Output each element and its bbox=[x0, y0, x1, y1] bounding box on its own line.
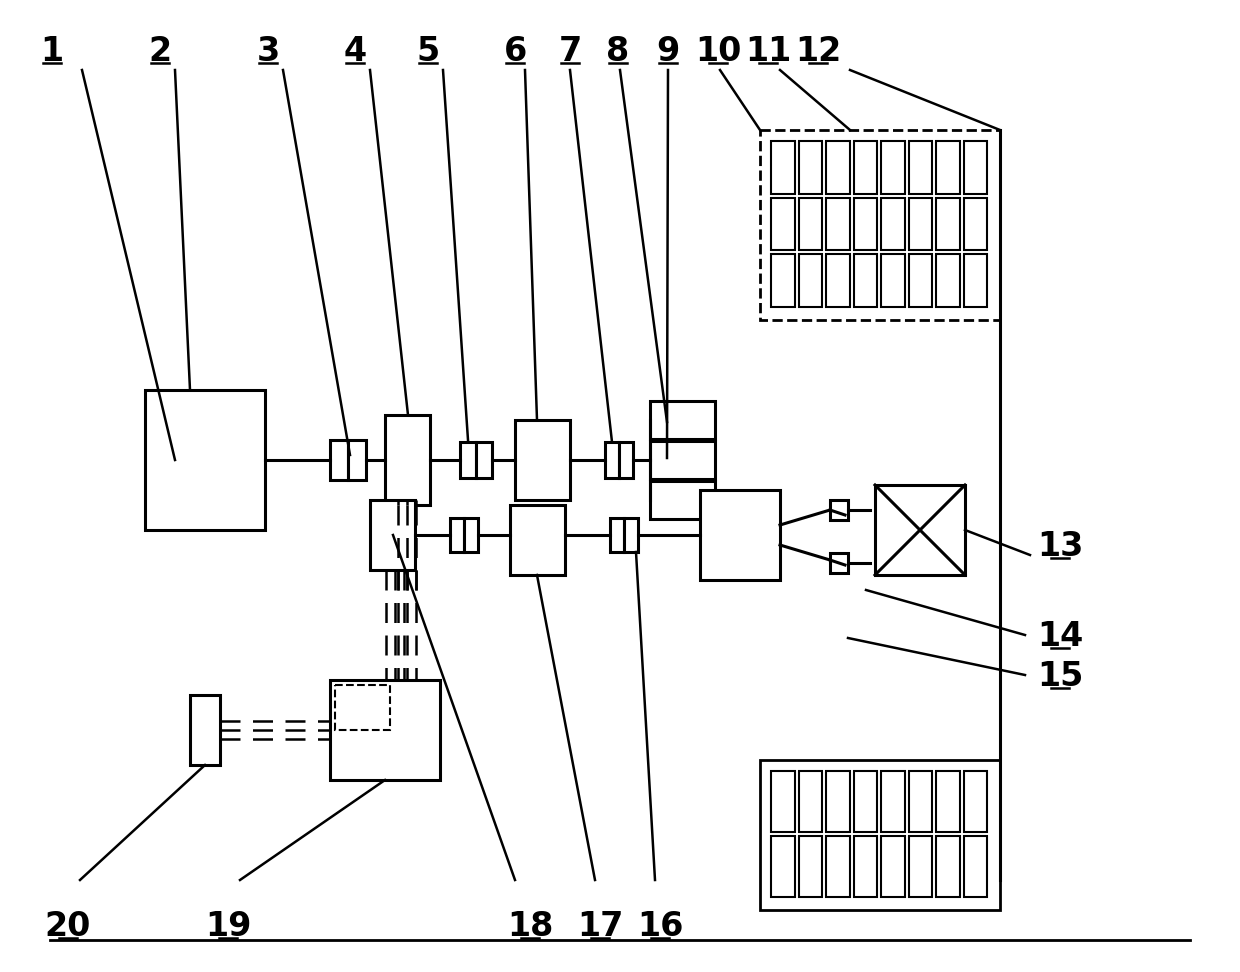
Bar bbox=[650, 401, 715, 439]
Bar bbox=[799, 141, 822, 193]
Text: 17: 17 bbox=[577, 910, 624, 943]
Bar bbox=[826, 255, 849, 307]
Bar bbox=[909, 836, 932, 897]
Text: 6: 6 bbox=[503, 35, 527, 68]
Bar bbox=[853, 255, 877, 307]
Bar bbox=[853, 836, 877, 897]
Text: 4: 4 bbox=[343, 35, 367, 68]
Bar bbox=[771, 771, 795, 832]
Bar bbox=[826, 771, 849, 832]
Bar bbox=[963, 836, 987, 897]
Text: 5: 5 bbox=[417, 35, 440, 68]
Text: 8: 8 bbox=[606, 35, 630, 68]
Bar bbox=[880, 836, 904, 897]
Bar bbox=[476, 442, 492, 478]
Bar bbox=[464, 518, 477, 552]
Bar bbox=[853, 197, 877, 251]
Bar bbox=[909, 771, 932, 832]
Bar bbox=[330, 680, 440, 780]
Bar bbox=[348, 440, 366, 480]
Bar bbox=[799, 255, 822, 307]
Bar bbox=[853, 141, 877, 193]
Bar bbox=[875, 485, 965, 575]
Bar bbox=[650, 441, 715, 479]
Bar bbox=[610, 518, 624, 552]
Text: 10: 10 bbox=[694, 35, 742, 68]
Bar bbox=[190, 695, 219, 765]
Bar bbox=[880, 771, 904, 832]
Text: 14: 14 bbox=[1037, 620, 1083, 653]
Bar bbox=[701, 490, 780, 580]
Bar bbox=[936, 836, 960, 897]
Text: 20: 20 bbox=[45, 910, 92, 943]
Text: 19: 19 bbox=[205, 910, 252, 943]
Bar bbox=[826, 141, 849, 193]
Bar bbox=[384, 415, 430, 505]
Bar bbox=[963, 197, 987, 251]
Bar bbox=[650, 481, 715, 519]
Bar bbox=[450, 518, 464, 552]
Text: 11: 11 bbox=[745, 35, 791, 68]
Text: 18: 18 bbox=[507, 910, 553, 943]
Bar bbox=[799, 771, 822, 832]
Text: 13: 13 bbox=[1037, 530, 1084, 563]
Bar bbox=[370, 500, 415, 570]
Bar bbox=[963, 255, 987, 307]
Bar bbox=[799, 836, 822, 897]
Bar bbox=[909, 141, 932, 193]
Bar bbox=[936, 197, 960, 251]
Bar bbox=[619, 442, 632, 478]
Bar bbox=[880, 255, 904, 307]
Bar bbox=[760, 130, 999, 320]
Bar bbox=[330, 440, 348, 480]
Bar bbox=[909, 255, 932, 307]
Bar bbox=[771, 197, 795, 251]
Bar bbox=[909, 197, 932, 251]
Bar bbox=[880, 141, 904, 193]
Text: 9: 9 bbox=[656, 35, 680, 68]
Bar bbox=[145, 390, 265, 530]
Text: 12: 12 bbox=[795, 35, 841, 68]
Bar bbox=[936, 141, 960, 193]
Bar bbox=[515, 420, 570, 500]
Bar bbox=[963, 141, 987, 193]
Bar bbox=[936, 771, 960, 832]
Bar bbox=[853, 771, 877, 832]
Bar bbox=[460, 442, 476, 478]
Bar bbox=[760, 760, 999, 910]
Text: 1: 1 bbox=[41, 35, 63, 68]
Bar bbox=[799, 197, 822, 251]
Text: 15: 15 bbox=[1037, 660, 1084, 693]
Bar bbox=[830, 553, 848, 573]
Text: 2: 2 bbox=[149, 35, 171, 68]
Bar bbox=[771, 255, 795, 307]
Bar bbox=[936, 255, 960, 307]
Bar bbox=[335, 685, 391, 730]
Bar bbox=[771, 141, 795, 193]
Bar bbox=[826, 836, 849, 897]
Bar bbox=[826, 197, 849, 251]
Bar bbox=[963, 771, 987, 832]
Bar bbox=[880, 197, 904, 251]
Bar bbox=[510, 505, 565, 575]
Text: 16: 16 bbox=[637, 910, 683, 943]
Bar bbox=[830, 500, 848, 520]
Bar bbox=[605, 442, 619, 478]
Text: 7: 7 bbox=[558, 35, 582, 68]
Bar bbox=[771, 836, 795, 897]
Text: 3: 3 bbox=[257, 35, 280, 68]
Bar bbox=[624, 518, 639, 552]
